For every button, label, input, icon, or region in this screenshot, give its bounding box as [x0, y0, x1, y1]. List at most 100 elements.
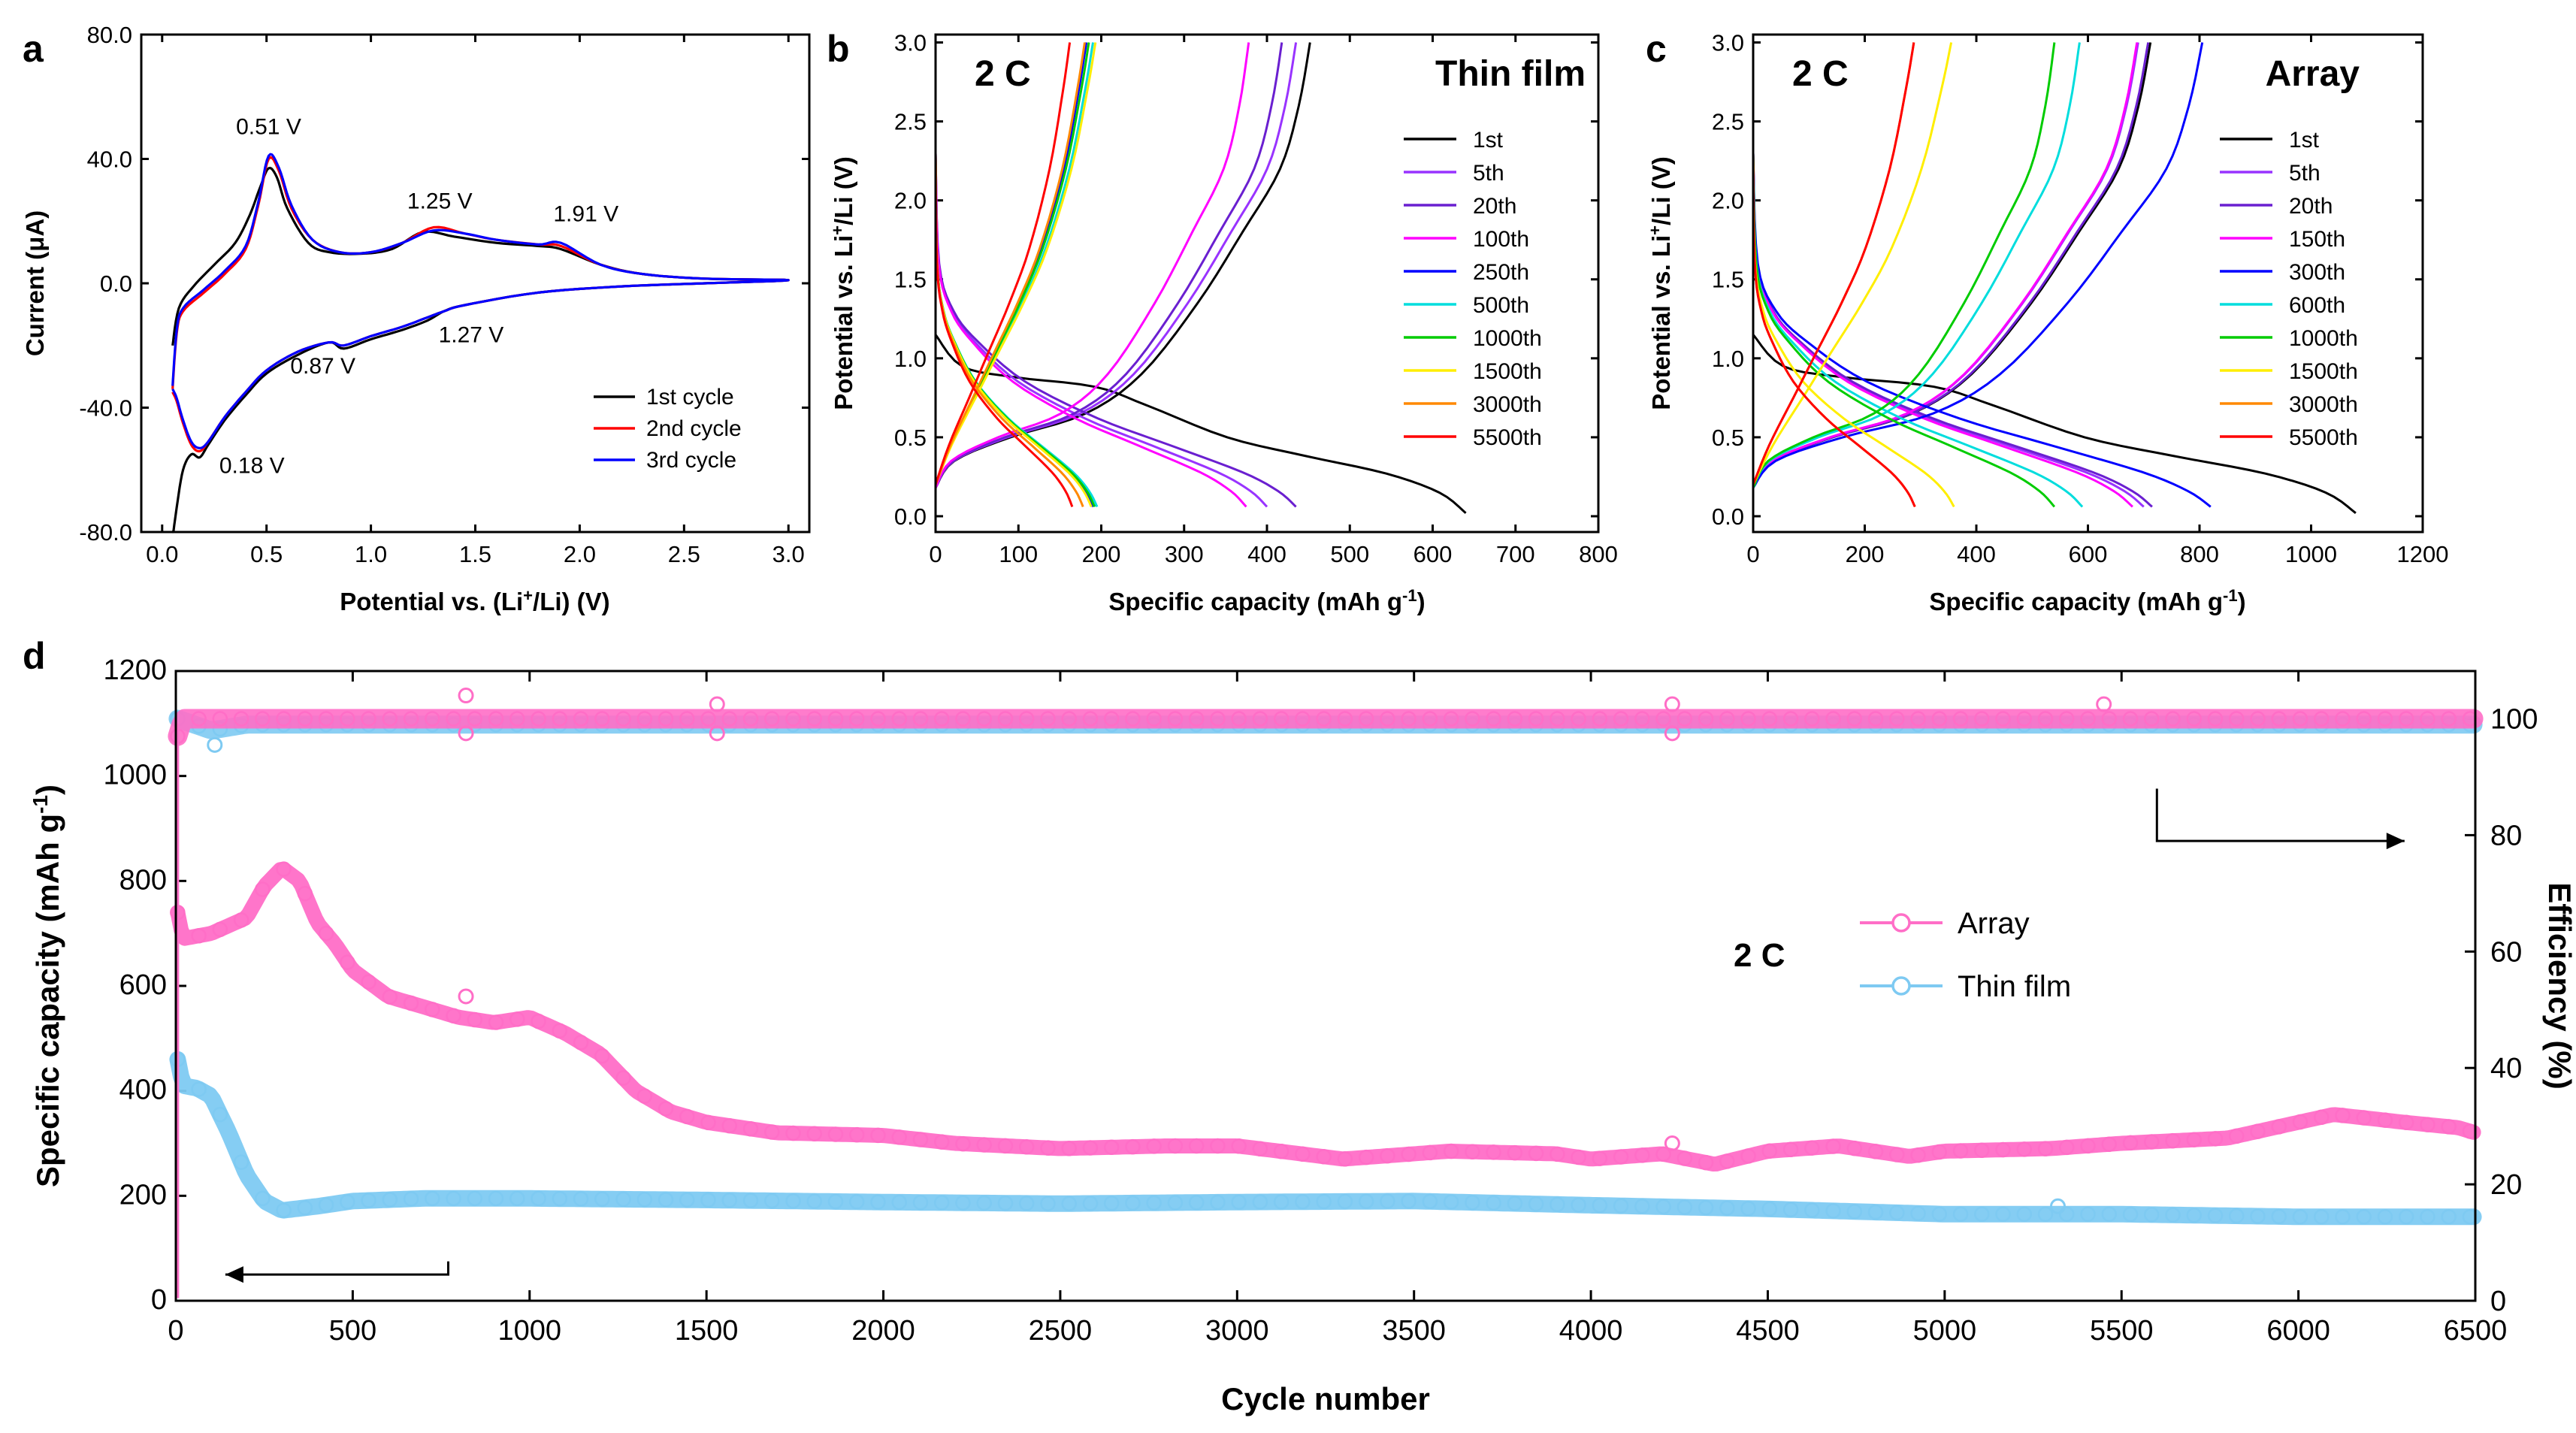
efficiency-marker	[233, 711, 249, 727]
capacity-marker	[1188, 1194, 1205, 1211]
capacity-marker	[1910, 1205, 1926, 1221]
y-tick-label: 2.5	[1712, 109, 1744, 135]
y-tick-label: 0.5	[894, 425, 927, 451]
capacity-marker	[1634, 1199, 1650, 1214]
capacity-marker	[1337, 1151, 1353, 1167]
right-axis-arrow	[2155, 788, 2405, 842]
capacity-marker	[1082, 1140, 1099, 1156]
panel-title: Array	[2266, 54, 2360, 94]
efficiency-band-Array	[168, 709, 2484, 746]
capacity-marker	[2398, 1114, 2414, 1131]
capacity-marker	[1528, 1196, 1544, 1212]
charge-curve-1st	[1752, 42, 2152, 488]
capacity-marker	[1550, 1146, 1565, 1162]
efficiency-marker	[403, 711, 419, 727]
capacity-marker	[976, 1137, 992, 1153]
y2-tick-label: 60	[2490, 936, 2522, 968]
x-tick-label: 6000	[2266, 1315, 2330, 1347]
capacity-marker	[615, 1070, 631, 1086]
x-tick-label: 500	[329, 1315, 376, 1347]
capacity-marker	[509, 1011, 525, 1027]
capacity-marker	[488, 1014, 504, 1030]
efficiency-marker	[1740, 711, 1756, 727]
efficiency-marker	[785, 711, 801, 727]
y-tick-label: 600	[119, 969, 167, 1001]
peak-annotation: 0.51 V	[236, 114, 301, 139]
capacity-marker	[1867, 1144, 1884, 1159]
panel-c-xlabel: Specific capacity (mAh g-1)	[1929, 586, 2245, 615]
capacity-band-Array	[170, 861, 2481, 1171]
discharge-curve-1000th	[1752, 153, 2056, 508]
capacity-marker	[2101, 1136, 2118, 1152]
efficiency-marker	[1188, 711, 1205, 727]
x-tick-label: 700	[1496, 541, 1535, 567]
efficiency-marker	[1952, 711, 1969, 727]
x-tick-label: 200	[1082, 541, 1121, 567]
capacity-marker	[531, 1190, 546, 1207]
efficiency-marker	[1337, 711, 1353, 727]
capacity-marker	[1974, 1142, 1990, 1159]
capacity-marker	[1846, 1140, 1863, 1156]
legend-label: 5th	[2289, 161, 2321, 186]
efficiency-outlier-marker	[709, 696, 725, 712]
x-tick-label: 0.5	[250, 541, 283, 567]
discharge-curve-5500th	[934, 153, 1074, 507]
capacity-marker	[1273, 1194, 1290, 1210]
efficiency-marker	[2398, 711, 2414, 727]
capacity-marker	[2313, 1109, 2330, 1126]
efficiency-marker	[955, 711, 971, 727]
capacity-marker	[785, 1193, 801, 1209]
capacity-marker	[255, 881, 271, 897]
efficiency-marker	[1061, 711, 1077, 727]
efficiency-marker	[658, 711, 674, 727]
capacity-marker	[297, 1200, 313, 1216]
legend-label: 500th	[1473, 293, 1529, 318]
x-tick-label: 1.0	[355, 541, 387, 567]
x-tick-label: 200	[1846, 541, 1885, 567]
left-axis-arrow	[225, 1261, 449, 1276]
y2-tick-label: 100	[2490, 704, 2538, 736]
panel-b-frame	[934, 33, 1600, 534]
capacity-marker	[1443, 1194, 1459, 1210]
capacity-marker	[2143, 1207, 2160, 1223]
y-tick-label: 80.0	[87, 22, 132, 48]
efficiency-marker	[2313, 711, 2330, 727]
capacity-marker	[467, 1190, 483, 1207]
capacity-marker	[2122, 1135, 2139, 1151]
capacity-marker	[361, 1193, 376, 1208]
capacity-marker	[2292, 1209, 2308, 1225]
capacity-marker	[1761, 1201, 1778, 1217]
capacity-marker	[1995, 1206, 2011, 1223]
y-tick-label: 1.5	[1712, 267, 1744, 293]
capacity-marker	[1252, 1141, 1268, 1157]
efficiency-marker	[2016, 711, 2033, 727]
x-tick-label: 800	[1579, 541, 1618, 567]
panel-letter-b: b	[827, 28, 850, 70]
panel-d-ylabel: Specific capacity (mAh g-1)	[29, 785, 65, 1187]
capacity-marker	[318, 925, 334, 942]
capacity-marker	[1358, 1149, 1374, 1165]
efficiency-marker	[2335, 711, 2351, 727]
efficiency-marker	[2420, 711, 2435, 727]
legend-label: 5500th	[1473, 425, 1542, 450]
efficiency-marker	[318, 711, 334, 727]
rate-label: 2 C	[1792, 54, 1849, 94]
capacity-marker	[276, 861, 292, 877]
capacity-marker	[976, 1195, 992, 1211]
capacity-marker	[1422, 1144, 1438, 1161]
y-tick-label: -80.0	[79, 519, 132, 546]
efficiency-outlier-marker	[1664, 696, 1680, 712]
capacity-marker	[233, 912, 249, 928]
capacity-marker	[1422, 1193, 1438, 1210]
efficiency-marker	[976, 711, 992, 727]
capacity-marker	[1698, 1199, 1714, 1216]
capacity-marker	[2441, 1119, 2457, 1135]
capacity-marker	[1018, 1196, 1035, 1211]
efficiency-marker	[1974, 711, 1990, 727]
x-tick-label: 1500	[675, 1315, 739, 1347]
efficiency-marker	[446, 711, 461, 727]
efficiency-marker	[594, 711, 610, 727]
capacity-marker	[1210, 1138, 1226, 1154]
peak-annotation: 0.18 V	[219, 453, 285, 478]
capacity-marker	[1167, 1138, 1184, 1154]
